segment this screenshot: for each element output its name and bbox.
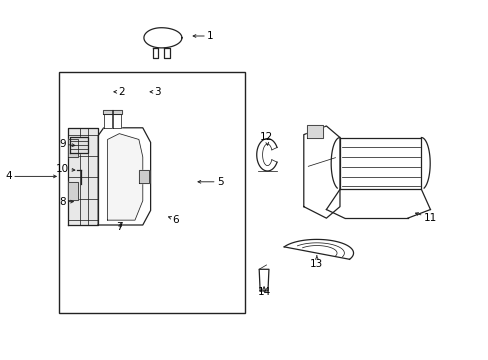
Polygon shape [70,137,88,153]
Text: 4: 4 [5,171,56,181]
Polygon shape [112,110,122,114]
Polygon shape [103,110,113,114]
Polygon shape [68,128,98,225]
Text: 11: 11 [415,213,436,223]
Text: 6: 6 [168,215,179,225]
Text: 3: 3 [150,87,161,97]
Text: 9: 9 [59,139,75,149]
Polygon shape [143,28,182,48]
Polygon shape [107,134,142,220]
Polygon shape [259,269,268,291]
Polygon shape [152,48,158,58]
Text: 8: 8 [59,197,73,207]
Polygon shape [164,48,170,58]
Polygon shape [98,128,150,225]
Polygon shape [104,114,112,128]
Text: 12: 12 [259,132,273,145]
Polygon shape [68,139,78,157]
Polygon shape [306,125,322,138]
Polygon shape [284,239,353,261]
Text: 10: 10 [56,164,75,174]
Text: 14: 14 [257,287,270,297]
Text: 2: 2 [114,87,124,97]
Text: 13: 13 [309,256,323,269]
Text: 7: 7 [116,222,123,232]
Polygon shape [303,126,339,218]
Polygon shape [113,114,121,128]
Polygon shape [68,182,78,200]
Text: 1: 1 [193,31,213,41]
Bar [59,72,244,313]
Polygon shape [339,138,421,189]
Polygon shape [139,170,148,183]
Text: 5: 5 [198,177,223,187]
